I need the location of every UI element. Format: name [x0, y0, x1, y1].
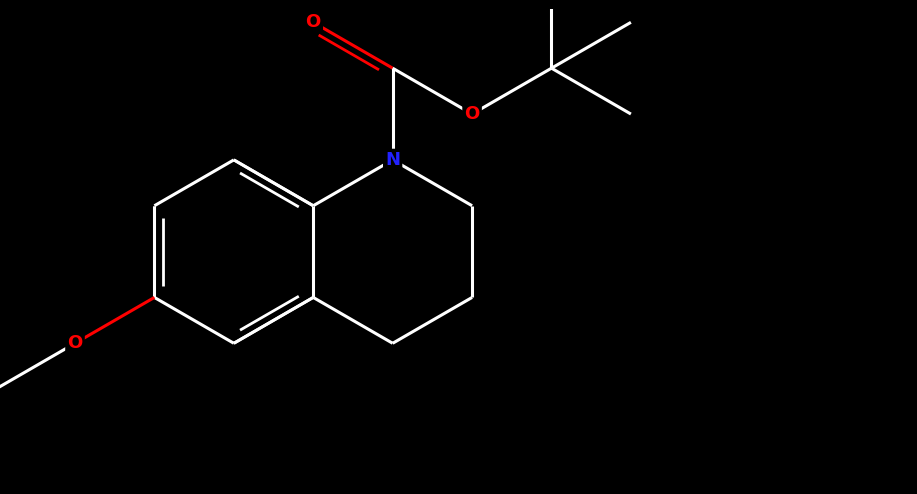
Text: O: O	[67, 334, 83, 352]
Text: N: N	[385, 151, 400, 169]
Text: O: O	[305, 13, 321, 31]
Text: O: O	[464, 105, 480, 123]
